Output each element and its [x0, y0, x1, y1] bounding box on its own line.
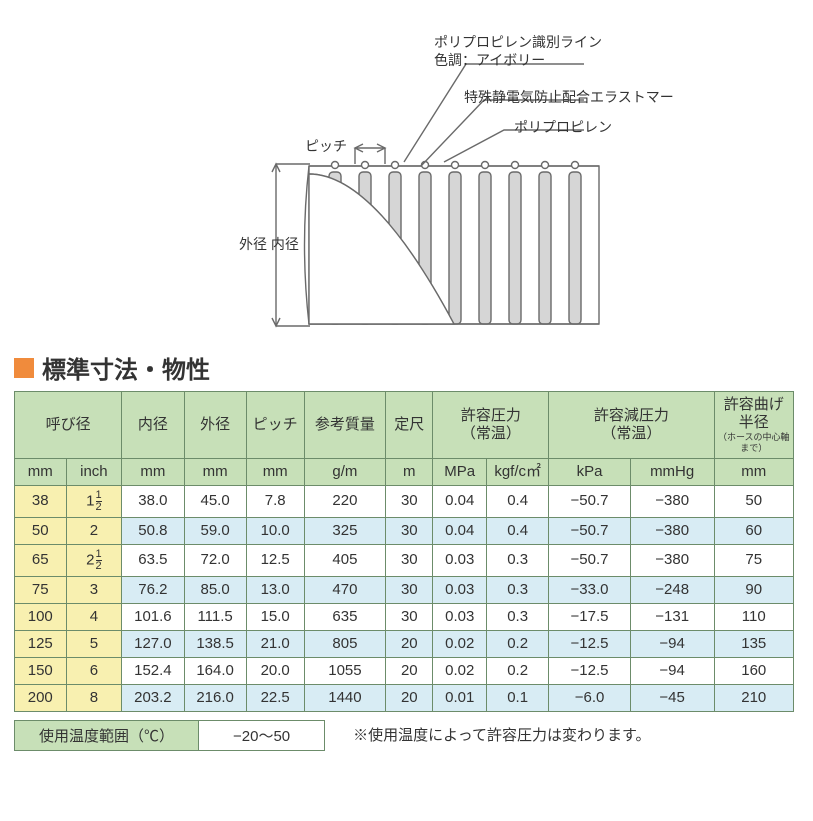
hdr-pitch: ピッチ [246, 392, 304, 459]
unit-mm1: mm [15, 458, 67, 485]
section-title-text: 標準寸法・物性 [42, 350, 210, 385]
label-polypropylene: ポリプロピレン [514, 119, 612, 137]
table-row: 6521263.572.012.5405300.030.3−50.7−38075 [15, 544, 794, 576]
unit-m: m [386, 458, 433, 485]
table-row: 50250.859.010.0325300.040.4−50.7−38060 [15, 517, 794, 544]
temp-value: −20〜50 [199, 720, 325, 751]
hdr-vac: 許容減圧力（常温） [549, 392, 714, 459]
temperature-range-row: 使用温度範囲（℃） −20〜50 ※使用温度によって許容圧力は変わります。 [14, 720, 799, 751]
hdr-bend: 許容曲げ半径 （ホースの中心軸まで） [714, 392, 794, 459]
spec-table: 呼び径 内径 外径 ピッチ 参考質量 定尺 許容圧力（常温） 許容減圧力（常温）… [14, 391, 794, 712]
table-row: 2008203.2216.022.51440200.010.1−6.0−4521… [15, 684, 794, 711]
unit-mm5: mm [714, 458, 794, 485]
unit-mm2: mm [122, 458, 184, 485]
section-title: 標準寸法・物性 [14, 350, 799, 385]
bullet-icon [14, 358, 34, 378]
hose-cross-section-diagram: ポリプロピレン識別ライン 色調：アイボリー 特殊静電気防止配合エラストマー ポリ… [14, 14, 799, 344]
label-elastomer: 特殊静電気防止配合エラストマー [464, 89, 674, 107]
table-row: 3811238.045.07.8220300.040.4−50.7−38050 [15, 485, 794, 517]
diagram-svg [14, 14, 799, 344]
unit-mm3: mm [184, 458, 246, 485]
unit-kgf: kgf/c㎡ [487, 458, 549, 485]
table-row: 1255127.0138.521.0805200.020.2−12.5−9413… [15, 630, 794, 657]
temp-label: 使用温度範囲（℃） [14, 720, 199, 751]
unit-inch: inch [66, 458, 122, 485]
label-pitch: ピッチ [305, 138, 347, 156]
unit-mm4: mm [246, 458, 304, 485]
hdr-mass: 参考質量 [304, 392, 386, 459]
label-outer-dia: 外径 内径 [239, 236, 299, 254]
table-row: 1004101.6111.515.0635300.030.3−17.5−1311… [15, 603, 794, 630]
unit-kpa: kPa [549, 458, 631, 485]
hdr-id: 内径 [122, 392, 184, 459]
hdr-nominal: 呼び径 [15, 392, 122, 459]
hdr-od: 外径 [184, 392, 246, 459]
hdr-len: 定尺 [386, 392, 433, 459]
hdr-press: 許容圧力（常温） [433, 392, 549, 459]
unit-mpa: MPa [433, 458, 487, 485]
table-row: 75376.285.013.0470300.030.3−33.0−24890 [15, 576, 794, 603]
unit-gpm: g/m [304, 458, 386, 485]
unit-mmhg: mmHg [630, 458, 714, 485]
temp-note: ※使用温度によって許容圧力は変わります。 [353, 720, 650, 751]
table-row: 1506152.4164.020.01055200.020.2−12.5−941… [15, 657, 794, 684]
label-pp-id-line: ポリプロピレン識別ライン 色調：アイボリー [434, 34, 602, 69]
